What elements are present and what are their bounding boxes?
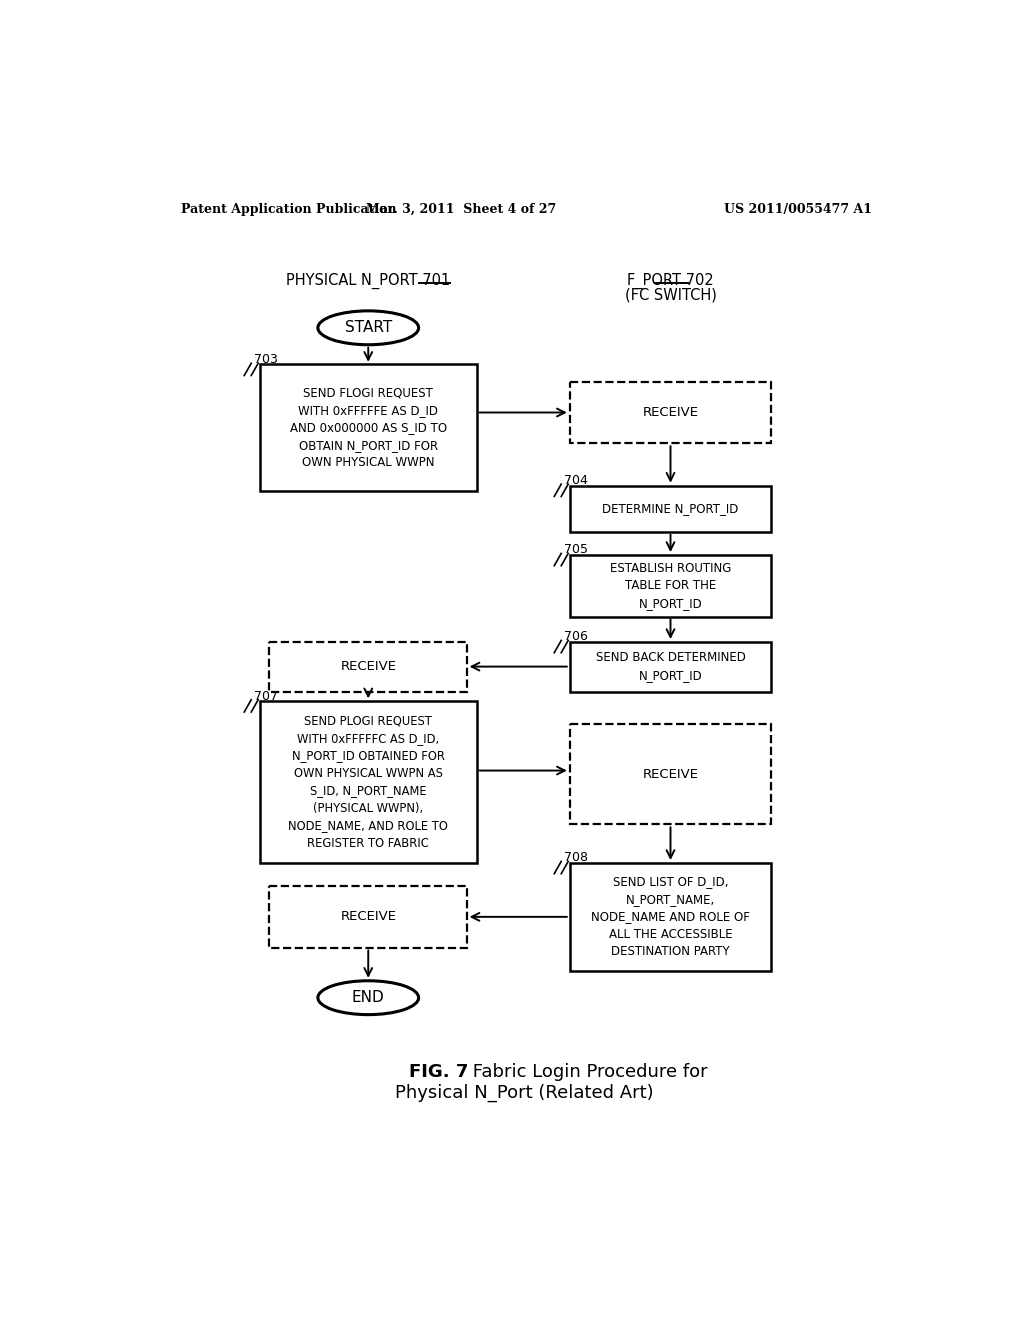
Text: 707: 707 xyxy=(254,690,278,702)
Text: PHYSICAL N_PORT 701: PHYSICAL N_PORT 701 xyxy=(286,272,451,289)
Text: START: START xyxy=(345,321,392,335)
Text: FIG. 7: FIG. 7 xyxy=(409,1063,468,1081)
Ellipse shape xyxy=(317,312,419,345)
Text: SEND PLOGI REQUEST
WITH 0xFFFFFC AS D_ID,
N_PORT_ID OBTAINED FOR
OWN PHYSICAL WW: SEND PLOGI REQUEST WITH 0xFFFFFC AS D_ID… xyxy=(289,714,449,850)
Bar xyxy=(260,364,477,491)
Bar xyxy=(569,863,771,970)
Bar xyxy=(569,486,771,532)
Ellipse shape xyxy=(317,981,419,1015)
Text: END: END xyxy=(352,990,385,1006)
Text: ESTABLISH ROUTING
TABLE FOR THE
N_PORT_ID: ESTABLISH ROUTING TABLE FOR THE N_PORT_I… xyxy=(610,562,731,610)
Text: Patent Application Publication: Patent Application Publication xyxy=(180,203,396,216)
Text: 708: 708 xyxy=(563,851,588,865)
Bar xyxy=(569,554,771,616)
Text: RECEIVE: RECEIVE xyxy=(642,768,698,781)
Text: 706: 706 xyxy=(563,631,588,644)
Text: (FC SWITCH): (FC SWITCH) xyxy=(625,288,717,302)
Text: 704: 704 xyxy=(563,474,588,487)
Text: Physical N_Port (Related Art): Physical N_Port (Related Art) xyxy=(395,1084,654,1102)
Bar xyxy=(269,886,467,948)
Bar xyxy=(569,725,771,825)
Bar xyxy=(260,701,477,863)
Text: RECEIVE: RECEIVE xyxy=(340,911,396,924)
Text: RECEIVE: RECEIVE xyxy=(340,660,396,673)
Text: DETERMINE N_PORT_ID: DETERMINE N_PORT_ID xyxy=(602,502,738,515)
Text: 703: 703 xyxy=(254,354,278,367)
Text: SEND FLOGI REQUEST
WITH 0xFFFFFE AS D_ID
AND 0x000000 AS S_ID TO
OBTAIN N_PORT_I: SEND FLOGI REQUEST WITH 0xFFFFFE AS D_ID… xyxy=(290,387,446,470)
Text: US 2011/0055477 A1: US 2011/0055477 A1 xyxy=(724,203,872,216)
Text: SEND BACK DETERMINED
N_PORT_ID: SEND BACK DETERMINED N_PORT_ID xyxy=(596,651,745,682)
Text: Fabric Login Procedure for: Fabric Login Procedure for xyxy=(467,1063,708,1081)
Text: SEND LIST OF D_ID,
N_PORT_NAME,
NODE_NAME AND ROLE OF
ALL THE ACCESSIBLE
DESTINA: SEND LIST OF D_ID, N_PORT_NAME, NODE_NAM… xyxy=(591,875,750,958)
Text: 705: 705 xyxy=(563,544,588,557)
Text: Mar. 3, 2011  Sheet 4 of 27: Mar. 3, 2011 Sheet 4 of 27 xyxy=(367,203,556,216)
Text: RECEIVE: RECEIVE xyxy=(642,407,698,418)
Text: F_PORT 702: F_PORT 702 xyxy=(627,272,714,289)
Bar xyxy=(269,642,467,692)
Bar xyxy=(569,642,771,692)
Bar xyxy=(569,381,771,444)
